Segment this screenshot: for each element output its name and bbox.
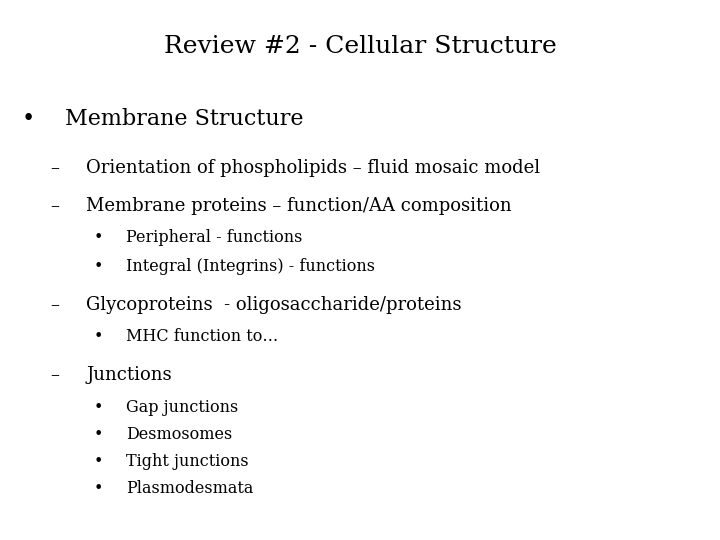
Text: MHC function to…: MHC function to… — [126, 328, 278, 345]
Text: Tight junctions: Tight junctions — [126, 453, 248, 469]
Text: •: • — [94, 230, 103, 246]
Text: •: • — [94, 258, 103, 275]
Text: •: • — [94, 426, 103, 442]
Text: Plasmodesmata: Plasmodesmata — [126, 480, 253, 496]
Text: Desmosomes: Desmosomes — [126, 426, 233, 442]
Text: •: • — [94, 328, 103, 345]
Text: Membrane proteins – function/AA composition: Membrane proteins – function/AA composit… — [86, 197, 512, 215]
Text: –: – — [50, 197, 59, 215]
Text: Review #2 - Cellular Structure: Review #2 - Cellular Structure — [163, 35, 557, 58]
Text: Orientation of phospholipids – fluid mosaic model: Orientation of phospholipids – fluid mos… — [86, 159, 541, 177]
Text: •: • — [22, 108, 35, 130]
Text: –: – — [50, 366, 59, 384]
Text: Membrane Structure: Membrane Structure — [65, 108, 303, 130]
Text: –: – — [50, 296, 59, 314]
Text: Junctions: Junctions — [86, 366, 172, 384]
Text: Peripheral - functions: Peripheral - functions — [126, 230, 302, 246]
Text: Gap junctions: Gap junctions — [126, 399, 238, 415]
Text: •: • — [94, 480, 103, 496]
Text: Glycoproteins  - oligosaccharide/proteins: Glycoproteins - oligosaccharide/proteins — [86, 296, 462, 314]
Text: •: • — [94, 399, 103, 415]
Text: •: • — [94, 453, 103, 469]
Text: Integral (Integrins) - functions: Integral (Integrins) - functions — [126, 258, 375, 275]
Text: –: – — [50, 159, 59, 177]
